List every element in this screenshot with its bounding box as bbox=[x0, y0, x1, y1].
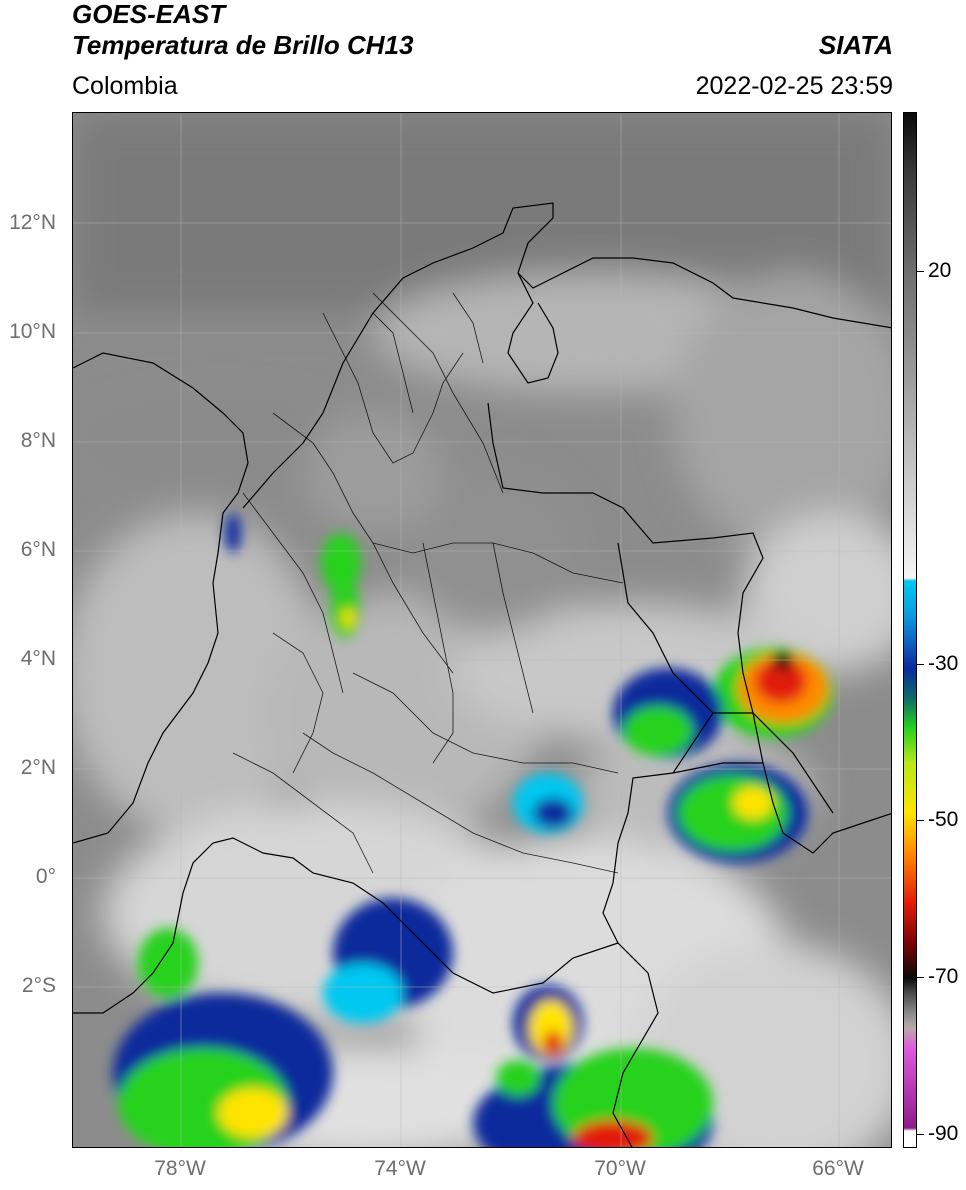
colorbar-label-20: 20 bbox=[928, 259, 952, 282]
country-borders bbox=[73, 202, 891, 1147]
colorbar bbox=[903, 112, 917, 1148]
region-label: Colombia bbox=[72, 72, 178, 100]
map-imagery bbox=[73, 113, 891, 1147]
satellite-title: GOES-EAST bbox=[72, 0, 226, 29]
lon-label-74w: 74°W bbox=[374, 1157, 426, 1180]
lon-label-70w: 70°W bbox=[594, 1157, 646, 1180]
graticule bbox=[73, 113, 891, 1147]
lat-label-2n: 2°N bbox=[20, 756, 56, 779]
colorbar-tick-m90 bbox=[917, 1134, 924, 1135]
colorbar-tick-m50 bbox=[917, 820, 924, 821]
product-title: Temperatura de Brillo CH13 bbox=[72, 30, 414, 60]
lat-label-2s: 2°S bbox=[21, 974, 56, 997]
convective-cells bbox=[113, 513, 833, 1147]
cloud-texture bbox=[73, 113, 891, 1147]
lat-label-0: 0° bbox=[35, 865, 56, 888]
colorbar-tick-20 bbox=[917, 271, 924, 272]
lat-label-6n: 6°N bbox=[20, 538, 56, 561]
colorbar-label-m30: -30 bbox=[928, 652, 959, 675]
lon-label-78w: 78°W bbox=[154, 1157, 206, 1180]
colorbar-label-m50: -50 bbox=[928, 808, 959, 831]
colorbar-label-m90: -90 bbox=[928, 1122, 959, 1145]
datetime-label: 2022-02-25 23:59 bbox=[695, 72, 893, 100]
department-borders bbox=[232, 292, 624, 874]
colorbar-tick-m30 bbox=[917, 664, 924, 665]
organization-label: SIATA bbox=[818, 30, 893, 60]
lat-label-10n: 10°N bbox=[9, 320, 56, 343]
satellite-map[interactable] bbox=[72, 112, 892, 1148]
lat-label-12n: 12°N bbox=[9, 211, 56, 234]
lat-label-8n: 8°N bbox=[20, 429, 56, 452]
lat-label-4n: 4°N bbox=[20, 647, 56, 670]
colorbar-tick-m70 bbox=[917, 977, 924, 978]
colorbar-label-m70: -70 bbox=[928, 965, 959, 988]
lon-label-66w: 66°W bbox=[812, 1157, 864, 1180]
